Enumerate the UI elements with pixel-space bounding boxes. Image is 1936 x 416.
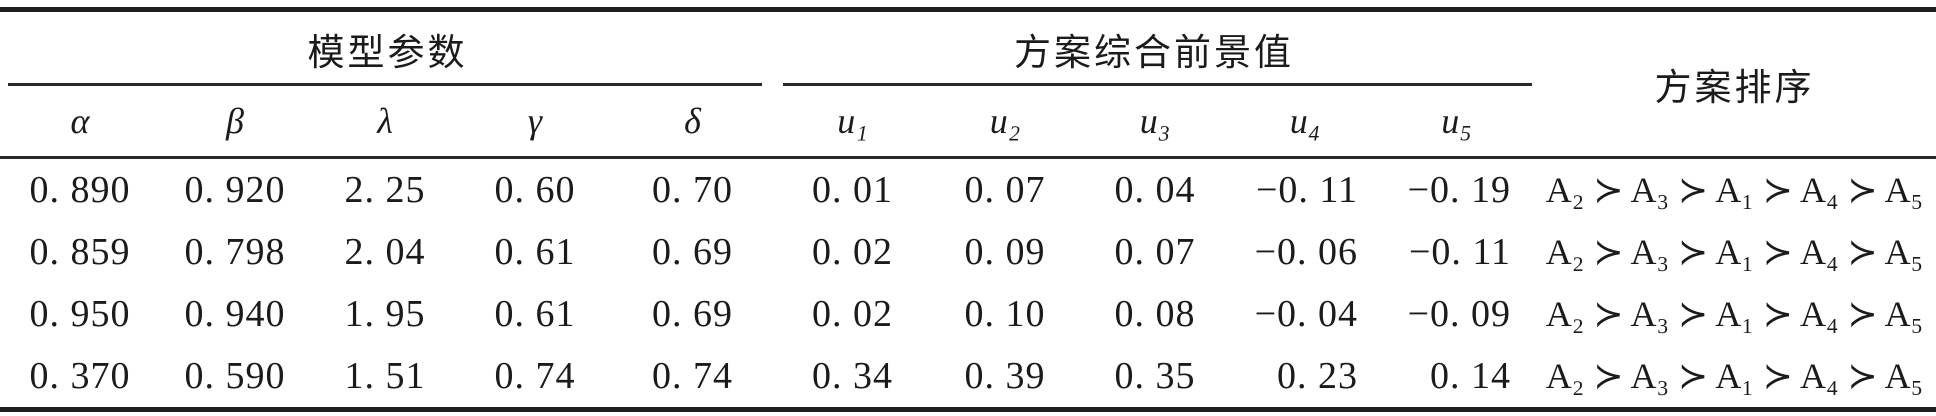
- col-header-u5: u₅: [1380, 86, 1533, 159]
- group-header-ranking: 方案排序: [1533, 9, 1936, 159]
- col-header-delta: δ: [610, 86, 775, 159]
- col-header-u2: u₂: [930, 86, 1080, 159]
- cell-gamma: 0. 74: [494, 355, 576, 397]
- cell-u5: −0. 09: [1407, 293, 1511, 335]
- results-table: 模型参数 方案综合前景值 方案排序 α β λ γ δ u₁ u₂ u₃ u₄ …: [0, 7, 1936, 412]
- cell-u4: −0. 04: [1254, 293, 1358, 335]
- cell-delta: 0. 69: [652, 231, 733, 273]
- col-header-gamma: γ: [460, 86, 610, 159]
- col-header-lambda: λ: [310, 86, 460, 159]
- cell-u1: 0. 01: [812, 169, 893, 211]
- table-row: 0. 370 0. 590 1. 51 0. 74 0. 74 0. 34 0.…: [0, 345, 1936, 410]
- cell-ranking: A₂ ≻ A₃ ≻ A₁ ≻ A₄ ≻ A₅: [1545, 356, 1924, 396]
- col-header-u3: u₃: [1080, 86, 1230, 159]
- paper-table-page: 模型参数 方案综合前景值 方案排序 α β λ γ δ u₁ u₂ u₃ u₄ …: [0, 7, 1936, 416]
- group-header-prospect-values: 方案综合前景值: [775, 10, 1533, 87]
- col-header-beta: β: [160, 86, 310, 159]
- cell-u4: 0. 23: [1277, 355, 1358, 397]
- cell-u1: 0. 02: [812, 293, 893, 335]
- cell-beta: 0. 798: [184, 231, 286, 273]
- cell-ranking: A₂ ≻ A₃ ≻ A₁ ≻ A₄ ≻ A₅: [1545, 294, 1924, 334]
- cell-delta: 0. 70: [652, 169, 733, 211]
- cell-u2: 0. 10: [964, 293, 1046, 335]
- cell-u5: −0. 19: [1407, 169, 1511, 211]
- cell-u2: 0. 09: [964, 231, 1046, 273]
- cell-beta: 0. 940: [184, 293, 286, 335]
- group-header-row: 模型参数 方案综合前景值 方案排序: [0, 9, 1936, 159]
- cell-gamma: 0. 60: [494, 169, 576, 211]
- table-row: 0. 890 0. 920 2. 25 0. 60 0. 70 0. 01 0.…: [0, 158, 1936, 222]
- cell-lambda: 2. 25: [344, 169, 426, 211]
- cell-u4: −0. 06: [1254, 231, 1358, 273]
- cell-lambda: 2. 04: [344, 231, 426, 273]
- cell-beta: 0. 920: [184, 169, 286, 211]
- table-row: 0. 859 0. 798 2. 04 0. 61 0. 69 0. 02 0.…: [0, 221, 1936, 283]
- column-header-row: α β λ γ δ u₁ u₂ u₃ u₄ u₅: [0, 86, 1936, 159]
- cell-u3: 0. 07: [1114, 231, 1196, 273]
- cell-u3: 0. 08: [1114, 293, 1196, 335]
- cell-gamma: 0. 61: [494, 293, 576, 335]
- col-header-u1: u₁: [775, 86, 930, 159]
- cell-beta: 0. 590: [184, 355, 286, 397]
- cell-u3: 0. 04: [1114, 169, 1196, 211]
- group-header-model-params: 模型参数: [0, 10, 775, 87]
- cell-ranking: A₂ ≻ A₃ ≻ A₁ ≻ A₄ ≻ A₅: [1545, 170, 1924, 210]
- cell-alpha: 0. 950: [29, 293, 131, 335]
- col-header-alpha: α: [0, 86, 160, 159]
- col-header-u4: u₄: [1230, 86, 1380, 159]
- cell-lambda: 1. 51: [344, 355, 426, 397]
- cell-ranking: A₂ ≻ A₃ ≻ A₁ ≻ A₄ ≻ A₅: [1545, 232, 1924, 272]
- cell-u1: 0. 34: [812, 355, 893, 397]
- cell-alpha: 0. 890: [29, 169, 131, 211]
- cell-alpha: 0. 859: [29, 231, 131, 273]
- cell-u5: 0. 14: [1430, 355, 1511, 397]
- cell-u4: −0. 11: [1255, 169, 1358, 211]
- cell-u3: 0. 35: [1114, 355, 1196, 397]
- cell-delta: 0. 69: [652, 293, 733, 335]
- cell-lambda: 1. 95: [344, 293, 426, 335]
- cell-u5: −0. 11: [1408, 231, 1511, 273]
- cell-u2: 0. 07: [964, 169, 1046, 211]
- cell-delta: 0. 74: [652, 355, 733, 397]
- cell-gamma: 0. 61: [494, 231, 576, 273]
- table-row: 0. 950 0. 940 1. 95 0. 61 0. 69 0. 02 0.…: [0, 283, 1936, 345]
- cell-u1: 0. 02: [812, 231, 893, 273]
- cell-alpha: 0. 370: [29, 355, 131, 397]
- cell-u2: 0. 39: [964, 355, 1046, 397]
